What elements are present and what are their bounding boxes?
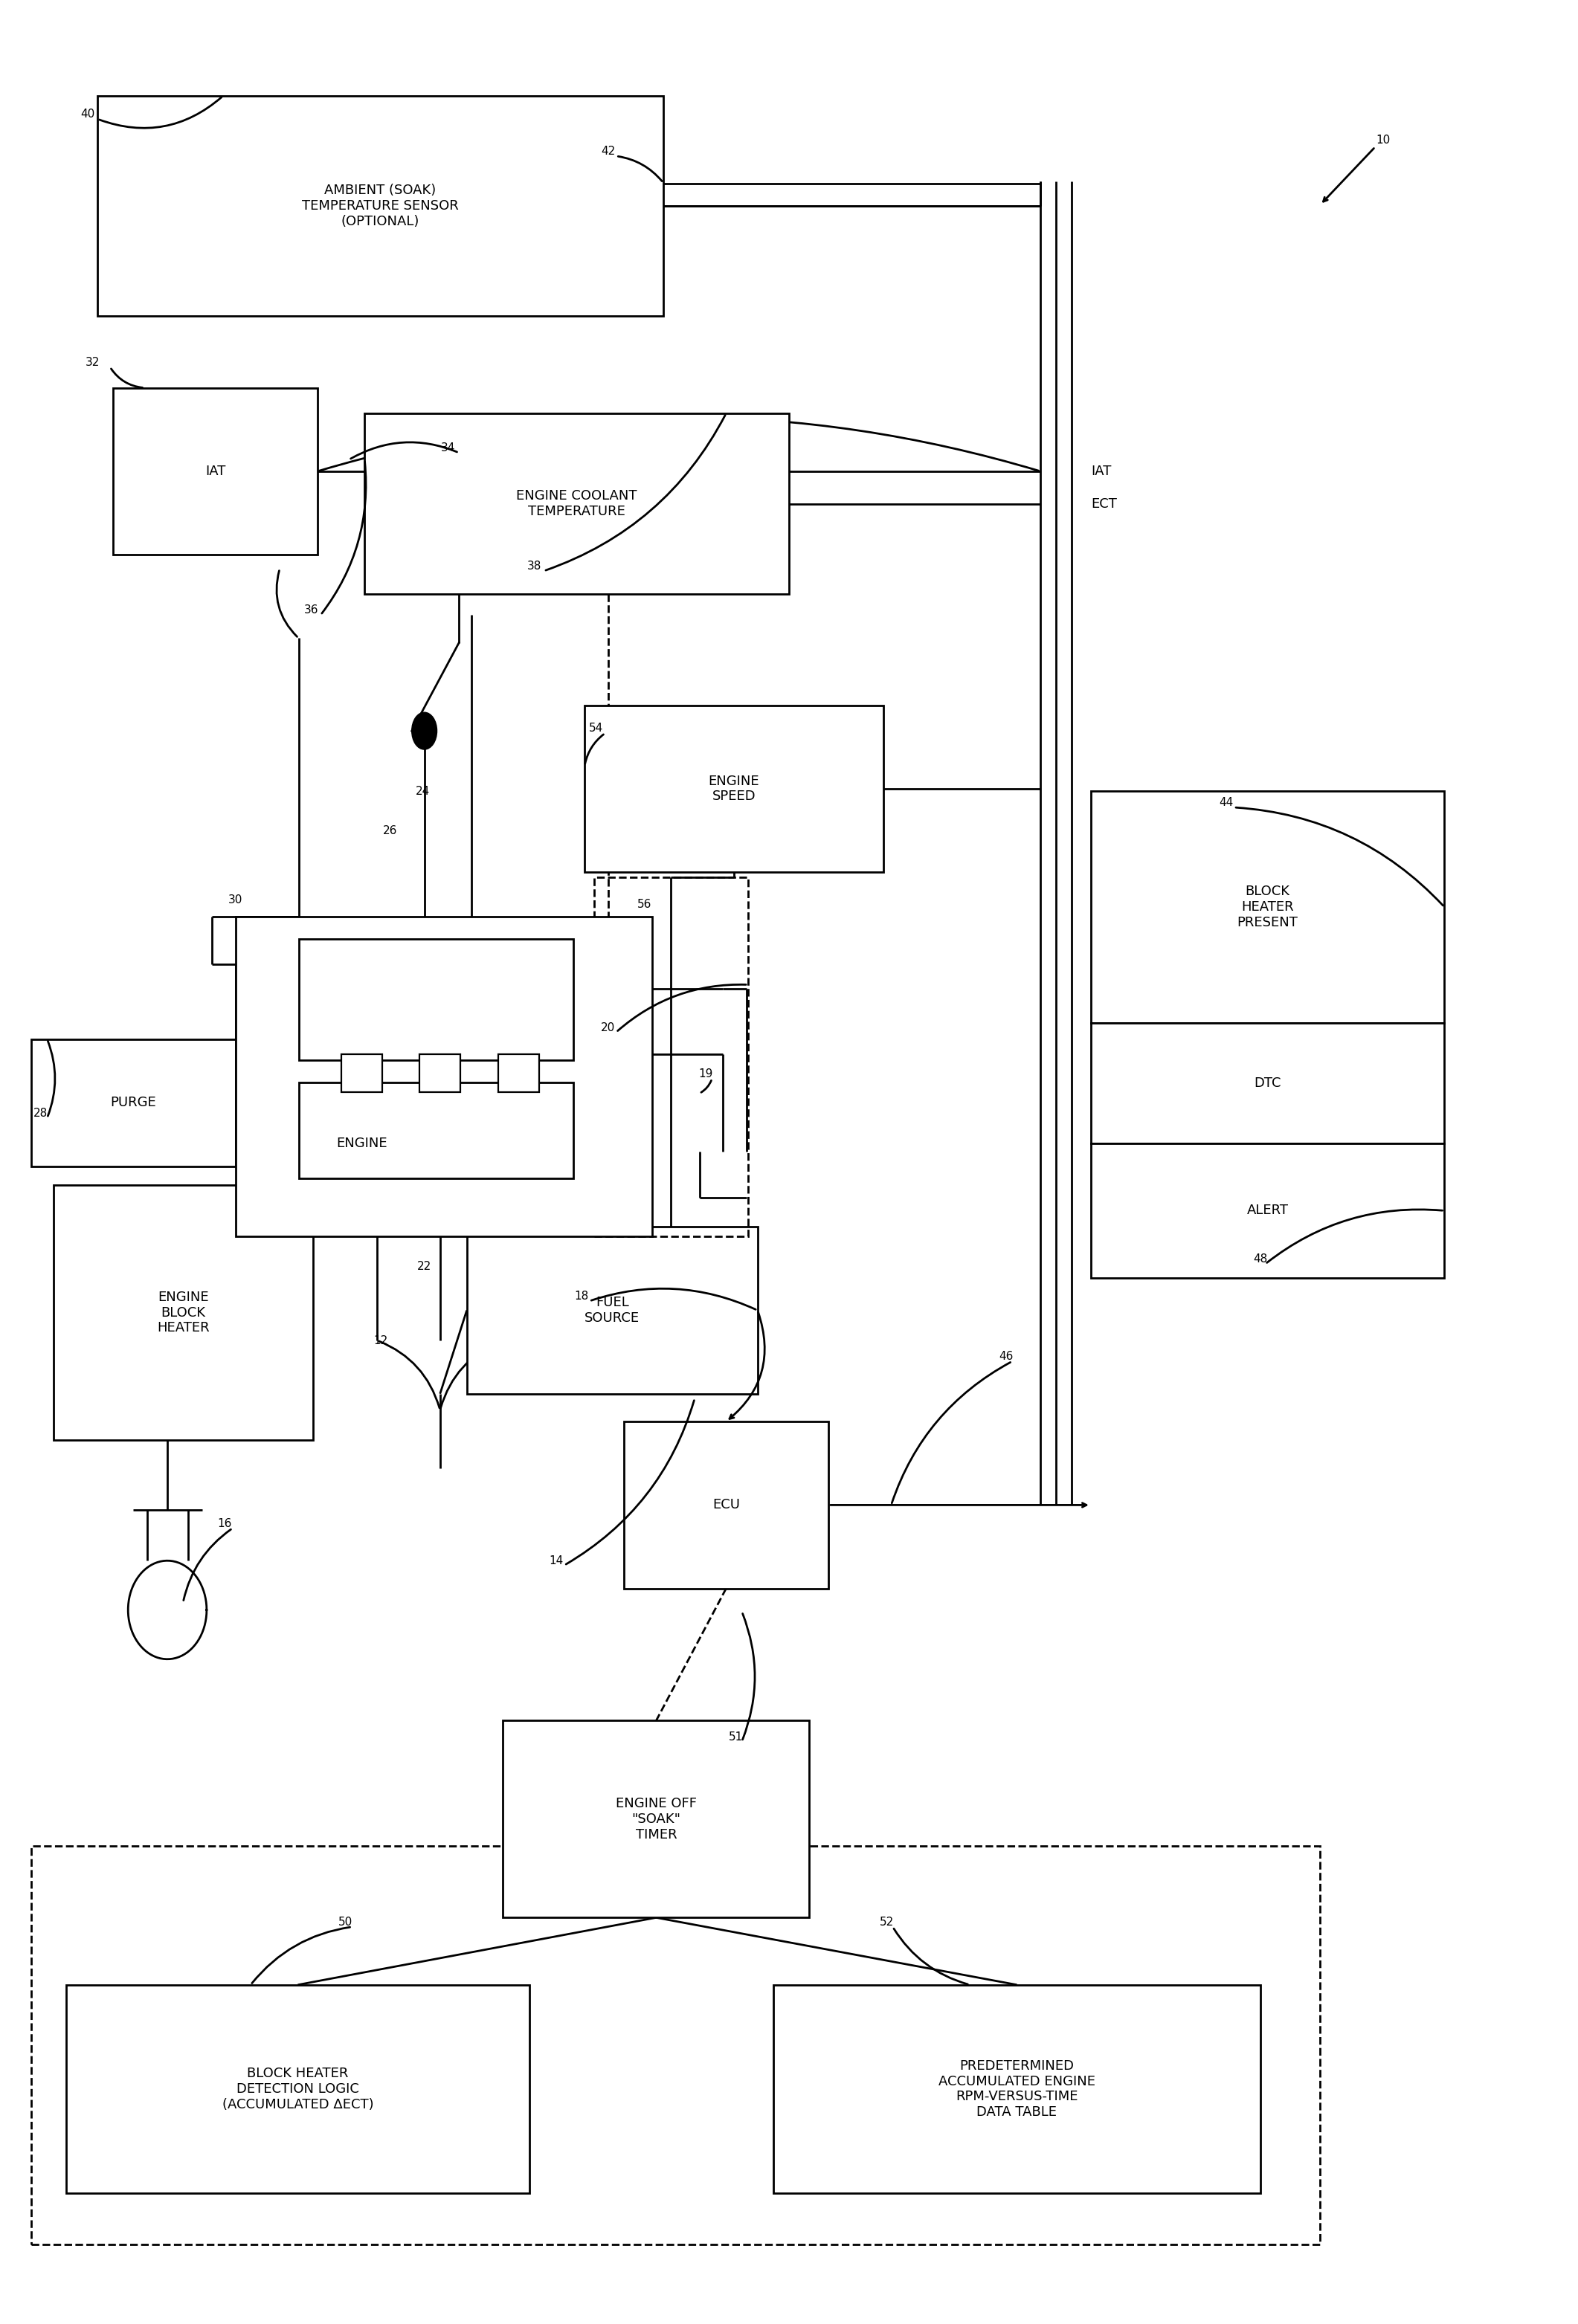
Text: ECT: ECT (1090, 497, 1117, 511)
Text: PURGE: PURGE (110, 1097, 156, 1109)
Text: ENGINE OFF
"SOAK"
TIMER: ENGINE OFF "SOAK" TIMER (615, 1796, 697, 1841)
Text: IAT: IAT (1090, 465, 1111, 479)
Text: 22: 22 (417, 1260, 431, 1271)
Text: 50: 50 (339, 1917, 353, 1929)
FancyBboxPatch shape (341, 1053, 382, 1092)
Text: IAT: IAT (205, 465, 226, 479)
Text: 24: 24 (415, 786, 429, 797)
Text: 51: 51 (729, 1731, 743, 1743)
Text: PREDETERMINED
ACCUMULATED ENGINE
RPM-VERSUS-TIME
DATA TABLE: PREDETERMINED ACCUMULATED ENGINE RPM-VER… (939, 2059, 1095, 2119)
Text: FUEL
SOURCE: FUEL SOURCE (584, 1297, 639, 1325)
Text: 46: 46 (999, 1350, 1013, 1362)
Text: 42: 42 (601, 146, 615, 158)
FancyBboxPatch shape (235, 916, 652, 1236)
Text: ENGINE
BLOCK
HEATER: ENGINE BLOCK HEATER (156, 1290, 210, 1334)
Text: ENGINE
SPEED: ENGINE SPEED (709, 774, 759, 804)
Text: 12: 12 (372, 1334, 388, 1346)
FancyBboxPatch shape (365, 414, 789, 595)
Text: 14: 14 (549, 1555, 563, 1566)
Text: 16: 16 (218, 1518, 232, 1529)
FancyBboxPatch shape (66, 1985, 530, 2194)
Text: 34: 34 (440, 442, 454, 453)
FancyBboxPatch shape (298, 1083, 574, 1178)
FancyBboxPatch shape (1090, 1023, 1444, 1143)
Text: 54: 54 (589, 723, 603, 734)
FancyBboxPatch shape (32, 1039, 235, 1167)
Text: ENGINE COOLANT
TEMPERATURE: ENGINE COOLANT TEMPERATURE (516, 490, 638, 518)
FancyBboxPatch shape (467, 1227, 757, 1394)
Text: DTC: DTC (1255, 1076, 1281, 1090)
FancyBboxPatch shape (623, 1422, 828, 1590)
Text: 30: 30 (229, 895, 243, 906)
FancyBboxPatch shape (585, 706, 884, 872)
Text: 20: 20 (601, 1023, 615, 1034)
Text: ENGINE: ENGINE (336, 1136, 387, 1150)
Text: 28: 28 (33, 1109, 47, 1118)
Text: AMBIENT (SOAK)
TEMPERATURE SENSOR
(OPTIONAL): AMBIENT (SOAK) TEMPERATURE SENSOR (OPTIO… (301, 184, 459, 228)
FancyBboxPatch shape (114, 388, 317, 555)
Text: 52: 52 (879, 1917, 893, 1929)
FancyBboxPatch shape (98, 95, 663, 316)
Text: 18: 18 (574, 1290, 589, 1301)
Text: 32: 32 (85, 358, 99, 367)
Text: 40: 40 (80, 109, 95, 121)
Text: ECU: ECU (712, 1499, 740, 1511)
Text: BLOCK
HEATER
PRESENT: BLOCK HEATER PRESENT (1237, 885, 1299, 930)
FancyBboxPatch shape (420, 1053, 461, 1092)
FancyBboxPatch shape (499, 1053, 540, 1092)
FancyBboxPatch shape (1090, 1143, 1444, 1278)
FancyBboxPatch shape (54, 1185, 312, 1441)
Text: 19: 19 (699, 1069, 713, 1081)
Text: ALERT: ALERT (1247, 1204, 1288, 1218)
FancyBboxPatch shape (298, 939, 574, 1060)
Text: 56: 56 (638, 899, 652, 911)
Circle shape (412, 713, 437, 748)
FancyBboxPatch shape (503, 1720, 810, 1917)
Text: 36: 36 (305, 604, 319, 616)
Text: 48: 48 (1253, 1253, 1267, 1264)
FancyBboxPatch shape (1090, 790, 1444, 1023)
Text: 10: 10 (1376, 135, 1390, 146)
Text: 44: 44 (1218, 797, 1232, 809)
Text: 38: 38 (527, 560, 541, 572)
Text: 26: 26 (382, 825, 398, 837)
Text: BLOCK HEATER
DETECTION LOGIC
(ACCUMULATED ΔECT): BLOCK HEATER DETECTION LOGIC (ACCUMULATE… (222, 2066, 374, 2110)
FancyBboxPatch shape (773, 1985, 1261, 2194)
